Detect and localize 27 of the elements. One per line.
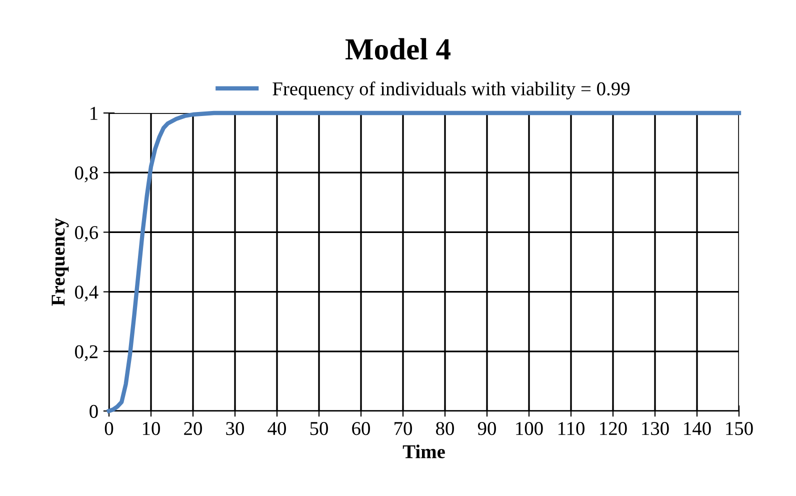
x-axis-title: Time <box>402 444 445 458</box>
x-tick-label: 110 <box>558 422 584 436</box>
x-tick-label: 150 <box>726 422 753 436</box>
line-series <box>106 110 742 414</box>
x-tick-label: 140 <box>684 422 711 436</box>
y-tick-label: 0,6 <box>75 226 98 242</box>
x-tick-label: 30 <box>226 422 244 436</box>
x-tick-label: 130 <box>642 422 669 436</box>
y-tick-label: 1 <box>90 106 98 120</box>
chart-title: Model 4 <box>345 38 450 60</box>
y-tick-label: 0,4 <box>75 286 98 302</box>
x-tick-label: 50 <box>310 422 328 436</box>
y-tick-label: 0,2 <box>75 345 98 362</box>
x-tick-label: 40 <box>268 422 286 436</box>
y-tick-label: 0 <box>90 404 98 418</box>
x-tick-label: 0 <box>104 422 114 436</box>
legend-label: Frequency of individuals with viability = 0.99 <box>272 82 630 100</box>
y-axis-title: Frequency <box>52 218 69 306</box>
x-tick-label: 80 <box>436 422 454 436</box>
x-tick-label: 70 <box>394 422 412 436</box>
x-tick-label: 10 <box>142 422 160 436</box>
x-tick-label: 60 <box>352 422 370 436</box>
y-tick-label: 0,8 <box>75 166 98 182</box>
x-tick-label: 120 <box>600 422 627 436</box>
x-tick-label: 20 <box>184 422 202 436</box>
x-tick-label: 90 <box>478 422 496 436</box>
x-tick-label: 100 <box>516 422 543 436</box>
